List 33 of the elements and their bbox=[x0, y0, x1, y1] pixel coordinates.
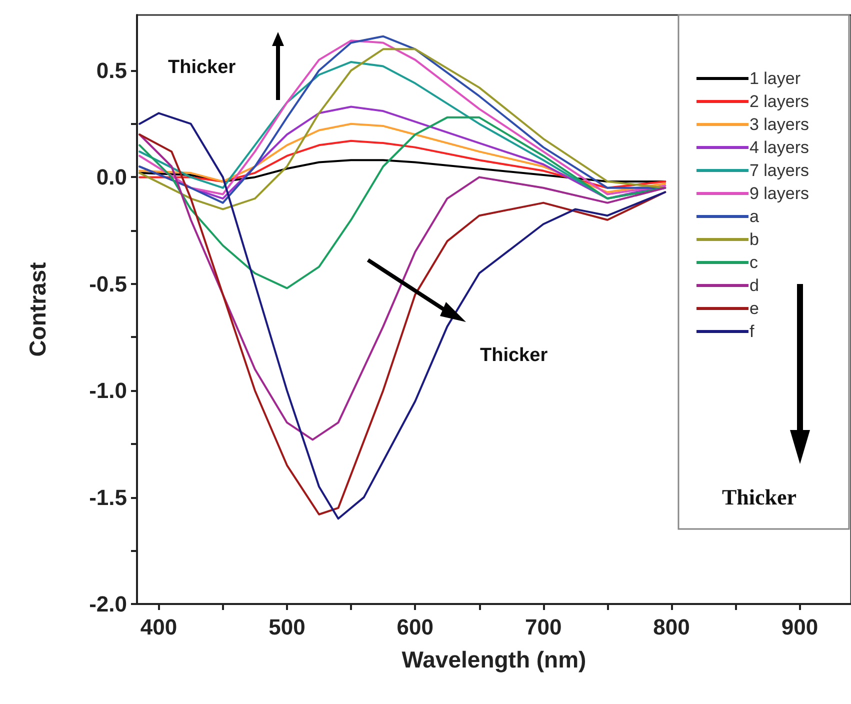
x-tick-label: 600 bbox=[396, 614, 434, 640]
legend-label: 7 layers bbox=[749, 161, 810, 180]
y-axis-title: Contrast bbox=[24, 262, 50, 357]
legend-label: a bbox=[749, 207, 760, 226]
line-series bbox=[138, 116, 666, 290]
legend-label: c bbox=[749, 253, 758, 272]
legend-label: 2 layers bbox=[749, 92, 810, 111]
y-tick-label: -2.0 bbox=[89, 592, 127, 616]
legend-label: b bbox=[749, 230, 759, 249]
legend-label: 3 layers bbox=[749, 115, 810, 134]
legend-label: d bbox=[749, 276, 759, 295]
x-tick-label: 400 bbox=[140, 614, 178, 640]
legend-label: e bbox=[749, 299, 759, 318]
x-tick-label: 700 bbox=[524, 614, 562, 640]
y-tick-label: 0.5 bbox=[96, 58, 127, 83]
legend-label: f bbox=[749, 322, 754, 341]
line-series bbox=[138, 140, 666, 189]
legend-label: 4 layers bbox=[749, 138, 810, 157]
y-tick-label: 0.0 bbox=[96, 164, 127, 190]
x-axis-title: Wavelength (nm) bbox=[402, 646, 586, 672]
x-tick-label: 500 bbox=[268, 614, 306, 640]
line-series bbox=[138, 134, 666, 441]
annotation: Thicker bbox=[480, 345, 548, 366]
x-tick-label: 900 bbox=[781, 614, 818, 640]
legend-label: 9 layers bbox=[749, 184, 810, 203]
y-tick-label: -1.5 bbox=[89, 484, 127, 510]
line-series bbox=[138, 122, 666, 194]
annotation: Thicker bbox=[168, 57, 236, 78]
legend-title: Thicker bbox=[722, 484, 797, 510]
legend-label: 1 layer bbox=[749, 69, 801, 88]
y-tick-label: -0.5 bbox=[89, 271, 127, 296]
y-tick-label: -1.0 bbox=[89, 378, 127, 404]
x-tick-label: 800 bbox=[653, 614, 690, 640]
